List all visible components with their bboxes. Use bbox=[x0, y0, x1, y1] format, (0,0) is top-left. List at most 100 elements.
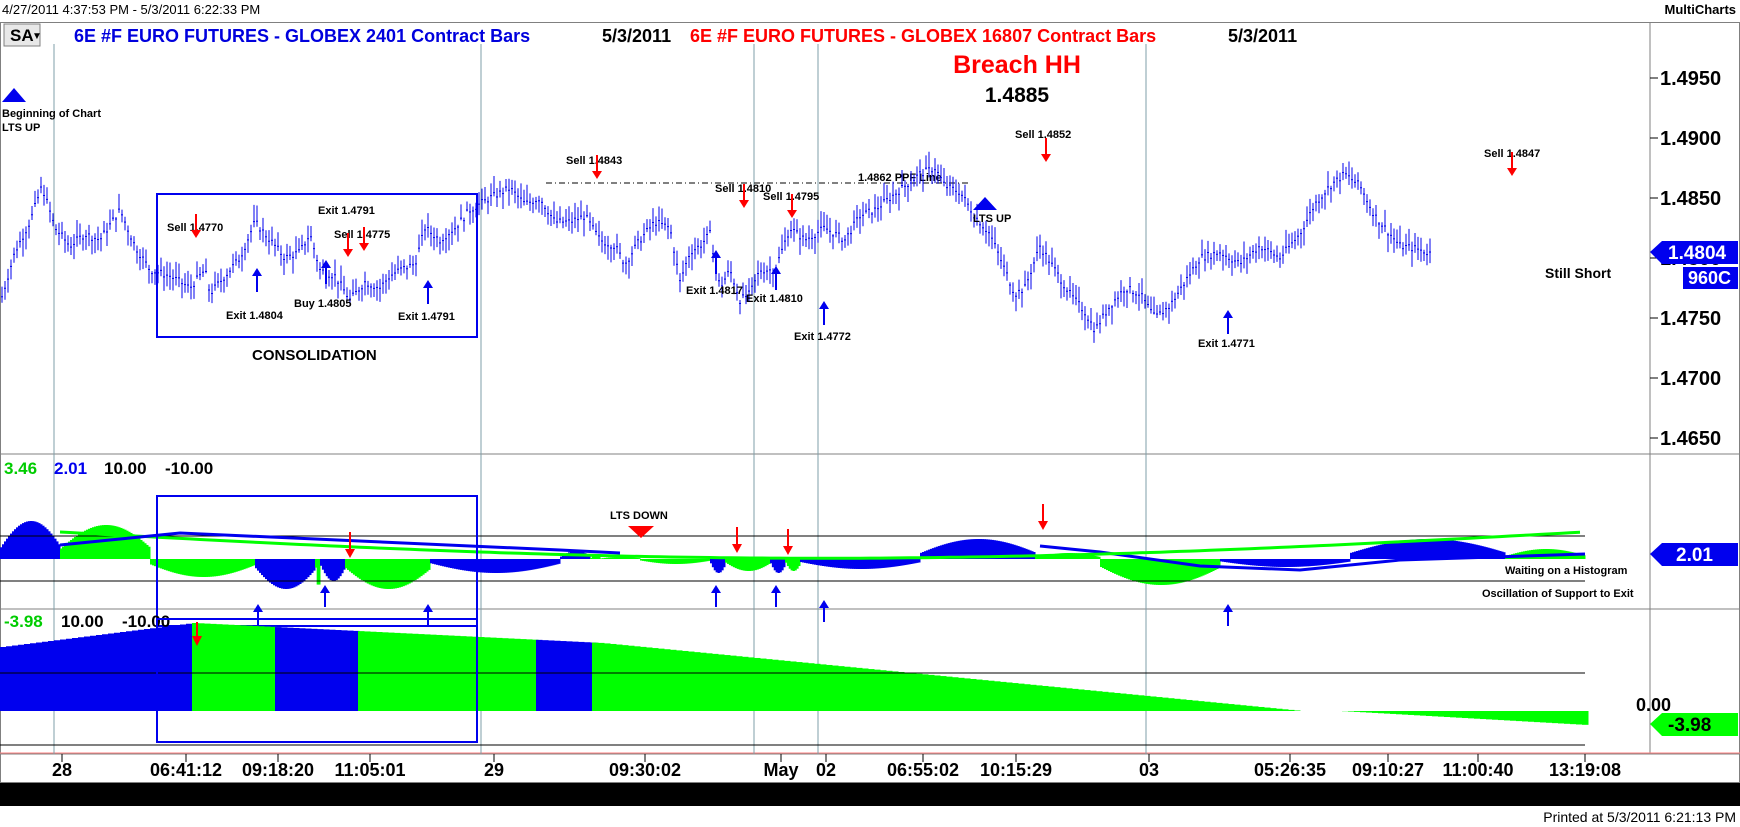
histogram-bar bbox=[193, 559, 197, 577]
histogram-bar bbox=[1246, 705, 1253, 711]
histogram-bar bbox=[345, 559, 348, 569]
consolidation-label: CONSOLIDATION bbox=[252, 347, 377, 364]
histogram-bar bbox=[594, 555, 597, 559]
histogram-bar bbox=[496, 637, 503, 711]
histogram-bar bbox=[301, 559, 304, 583]
histogram-bar bbox=[1182, 559, 1185, 583]
histogram-bar bbox=[1036, 685, 1043, 711]
histogram-bar bbox=[852, 559, 855, 569]
histogram-bar bbox=[522, 559, 525, 572]
histogram-bar bbox=[1180, 559, 1183, 583]
histogram-bar bbox=[628, 557, 631, 559]
histogram-bar bbox=[1128, 559, 1131, 580]
histogram-bar bbox=[299, 559, 302, 584]
histogram-bar bbox=[1409, 539, 1413, 559]
histogram-bar bbox=[460, 559, 463, 570]
histogram-bar bbox=[299, 628, 306, 711]
histogram-bar bbox=[694, 559, 697, 563]
histogram-bar bbox=[356, 559, 360, 578]
histogram-bar bbox=[976, 679, 983, 711]
histogram-bar bbox=[185, 559, 189, 576]
histogram-bar bbox=[1120, 559, 1123, 577]
histogram-bar bbox=[916, 559, 919, 563]
histogram-bar bbox=[588, 555, 591, 559]
histogram-bar bbox=[504, 559, 507, 573]
histogram-bar bbox=[779, 559, 782, 573]
histogram-bar bbox=[826, 664, 833, 711]
histogram-bar bbox=[380, 559, 384, 589]
histogram-bar bbox=[341, 630, 348, 711]
histogram-bar bbox=[186, 623, 193, 711]
histogram-bar bbox=[1162, 697, 1169, 711]
histogram-bar bbox=[644, 559, 647, 562]
histogram-bar bbox=[870, 559, 873, 569]
x-tick-label: 06:55:02 bbox=[887, 760, 959, 780]
histogram-bar bbox=[726, 559, 730, 564]
symbol-button[interactable] bbox=[3, 23, 41, 47]
oscillator-green-line bbox=[59, 530, 1581, 560]
histogram-bar bbox=[1443, 539, 1446, 559]
histogram-bar bbox=[612, 557, 615, 559]
histogram-bar bbox=[1453, 540, 1456, 559]
histogram-bar bbox=[848, 559, 851, 569]
histogram-bar bbox=[247, 559, 250, 568]
histogram-bar bbox=[790, 661, 797, 711]
histogram-bar bbox=[1006, 682, 1013, 711]
histogram-bar bbox=[354, 559, 358, 577]
histogram-bar bbox=[634, 557, 637, 559]
histogram-bar bbox=[1013, 544, 1016, 559]
histogram-bar bbox=[412, 559, 415, 582]
histogram-bar bbox=[1499, 551, 1502, 559]
histogram-bar bbox=[1023, 548, 1026, 559]
x-tick-label: 11:05:01 bbox=[334, 760, 405, 780]
histogram-bar bbox=[832, 665, 839, 711]
breach-title: Breach HH bbox=[953, 51, 1081, 79]
histogram-bar bbox=[1334, 559, 1337, 564]
histogram-bar bbox=[742, 559, 746, 571]
histogram-bar bbox=[195, 559, 199, 577]
histogram-bar bbox=[323, 559, 327, 574]
oscillation-label: Oscillation of Support to Exit bbox=[1482, 588, 1634, 600]
histogram-bar bbox=[964, 678, 971, 711]
histogram-bar bbox=[524, 559, 527, 571]
histogram-bar bbox=[826, 559, 829, 567]
histogram-bar bbox=[464, 559, 467, 571]
histogram-bar bbox=[664, 559, 667, 564]
histogram-bar bbox=[1160, 559, 1163, 585]
histogram-bar bbox=[490, 559, 493, 573]
histogram-bar bbox=[578, 641, 585, 711]
histogram-bar bbox=[640, 646, 647, 711]
histogram-bar bbox=[303, 559, 306, 581]
histogram-bar bbox=[894, 559, 897, 567]
histogram-bar bbox=[536, 559, 539, 569]
histogram-bar bbox=[10, 533, 13, 559]
histogram-bar bbox=[269, 559, 272, 583]
histogram-bar bbox=[668, 559, 671, 564]
histogram-bar bbox=[1576, 711, 1583, 725]
histogram-bar bbox=[305, 559, 308, 580]
histogram-bar bbox=[1522, 711, 1529, 722]
histogram-bar bbox=[162, 626, 169, 711]
histogram-bar bbox=[1577, 553, 1580, 559]
histogram-bar bbox=[48, 531, 51, 559]
histogram-bar bbox=[876, 559, 879, 569]
histogram-bar bbox=[939, 545, 943, 559]
histogram-bar bbox=[398, 559, 401, 588]
histogram-bar bbox=[157, 559, 161, 568]
histogram-bar bbox=[890, 559, 893, 568]
histogram-bar bbox=[138, 538, 141, 559]
histogram-bar bbox=[347, 630, 354, 711]
histogram-bar bbox=[916, 673, 923, 711]
histogram-bar bbox=[329, 559, 333, 581]
histogram-bar bbox=[106, 525, 109, 559]
histogram-bar bbox=[24, 644, 31, 711]
histogram-bar bbox=[1493, 549, 1496, 559]
histogram-bar bbox=[311, 628, 318, 711]
histogram-bar bbox=[1399, 541, 1403, 559]
histogram-bar bbox=[130, 532, 133, 559]
histogram-bar bbox=[245, 559, 248, 569]
histogram-bar bbox=[0, 647, 7, 711]
histogram-bar bbox=[1312, 559, 1315, 566]
histogram-bar bbox=[616, 644, 623, 711]
histogram-bar bbox=[480, 559, 483, 573]
